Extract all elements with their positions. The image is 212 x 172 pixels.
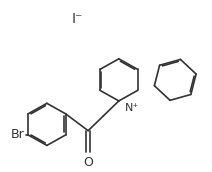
Text: N⁺: N⁺ <box>125 103 139 113</box>
Text: I⁻: I⁻ <box>72 12 84 26</box>
Text: Br: Br <box>10 128 24 141</box>
Text: O: O <box>83 156 93 169</box>
